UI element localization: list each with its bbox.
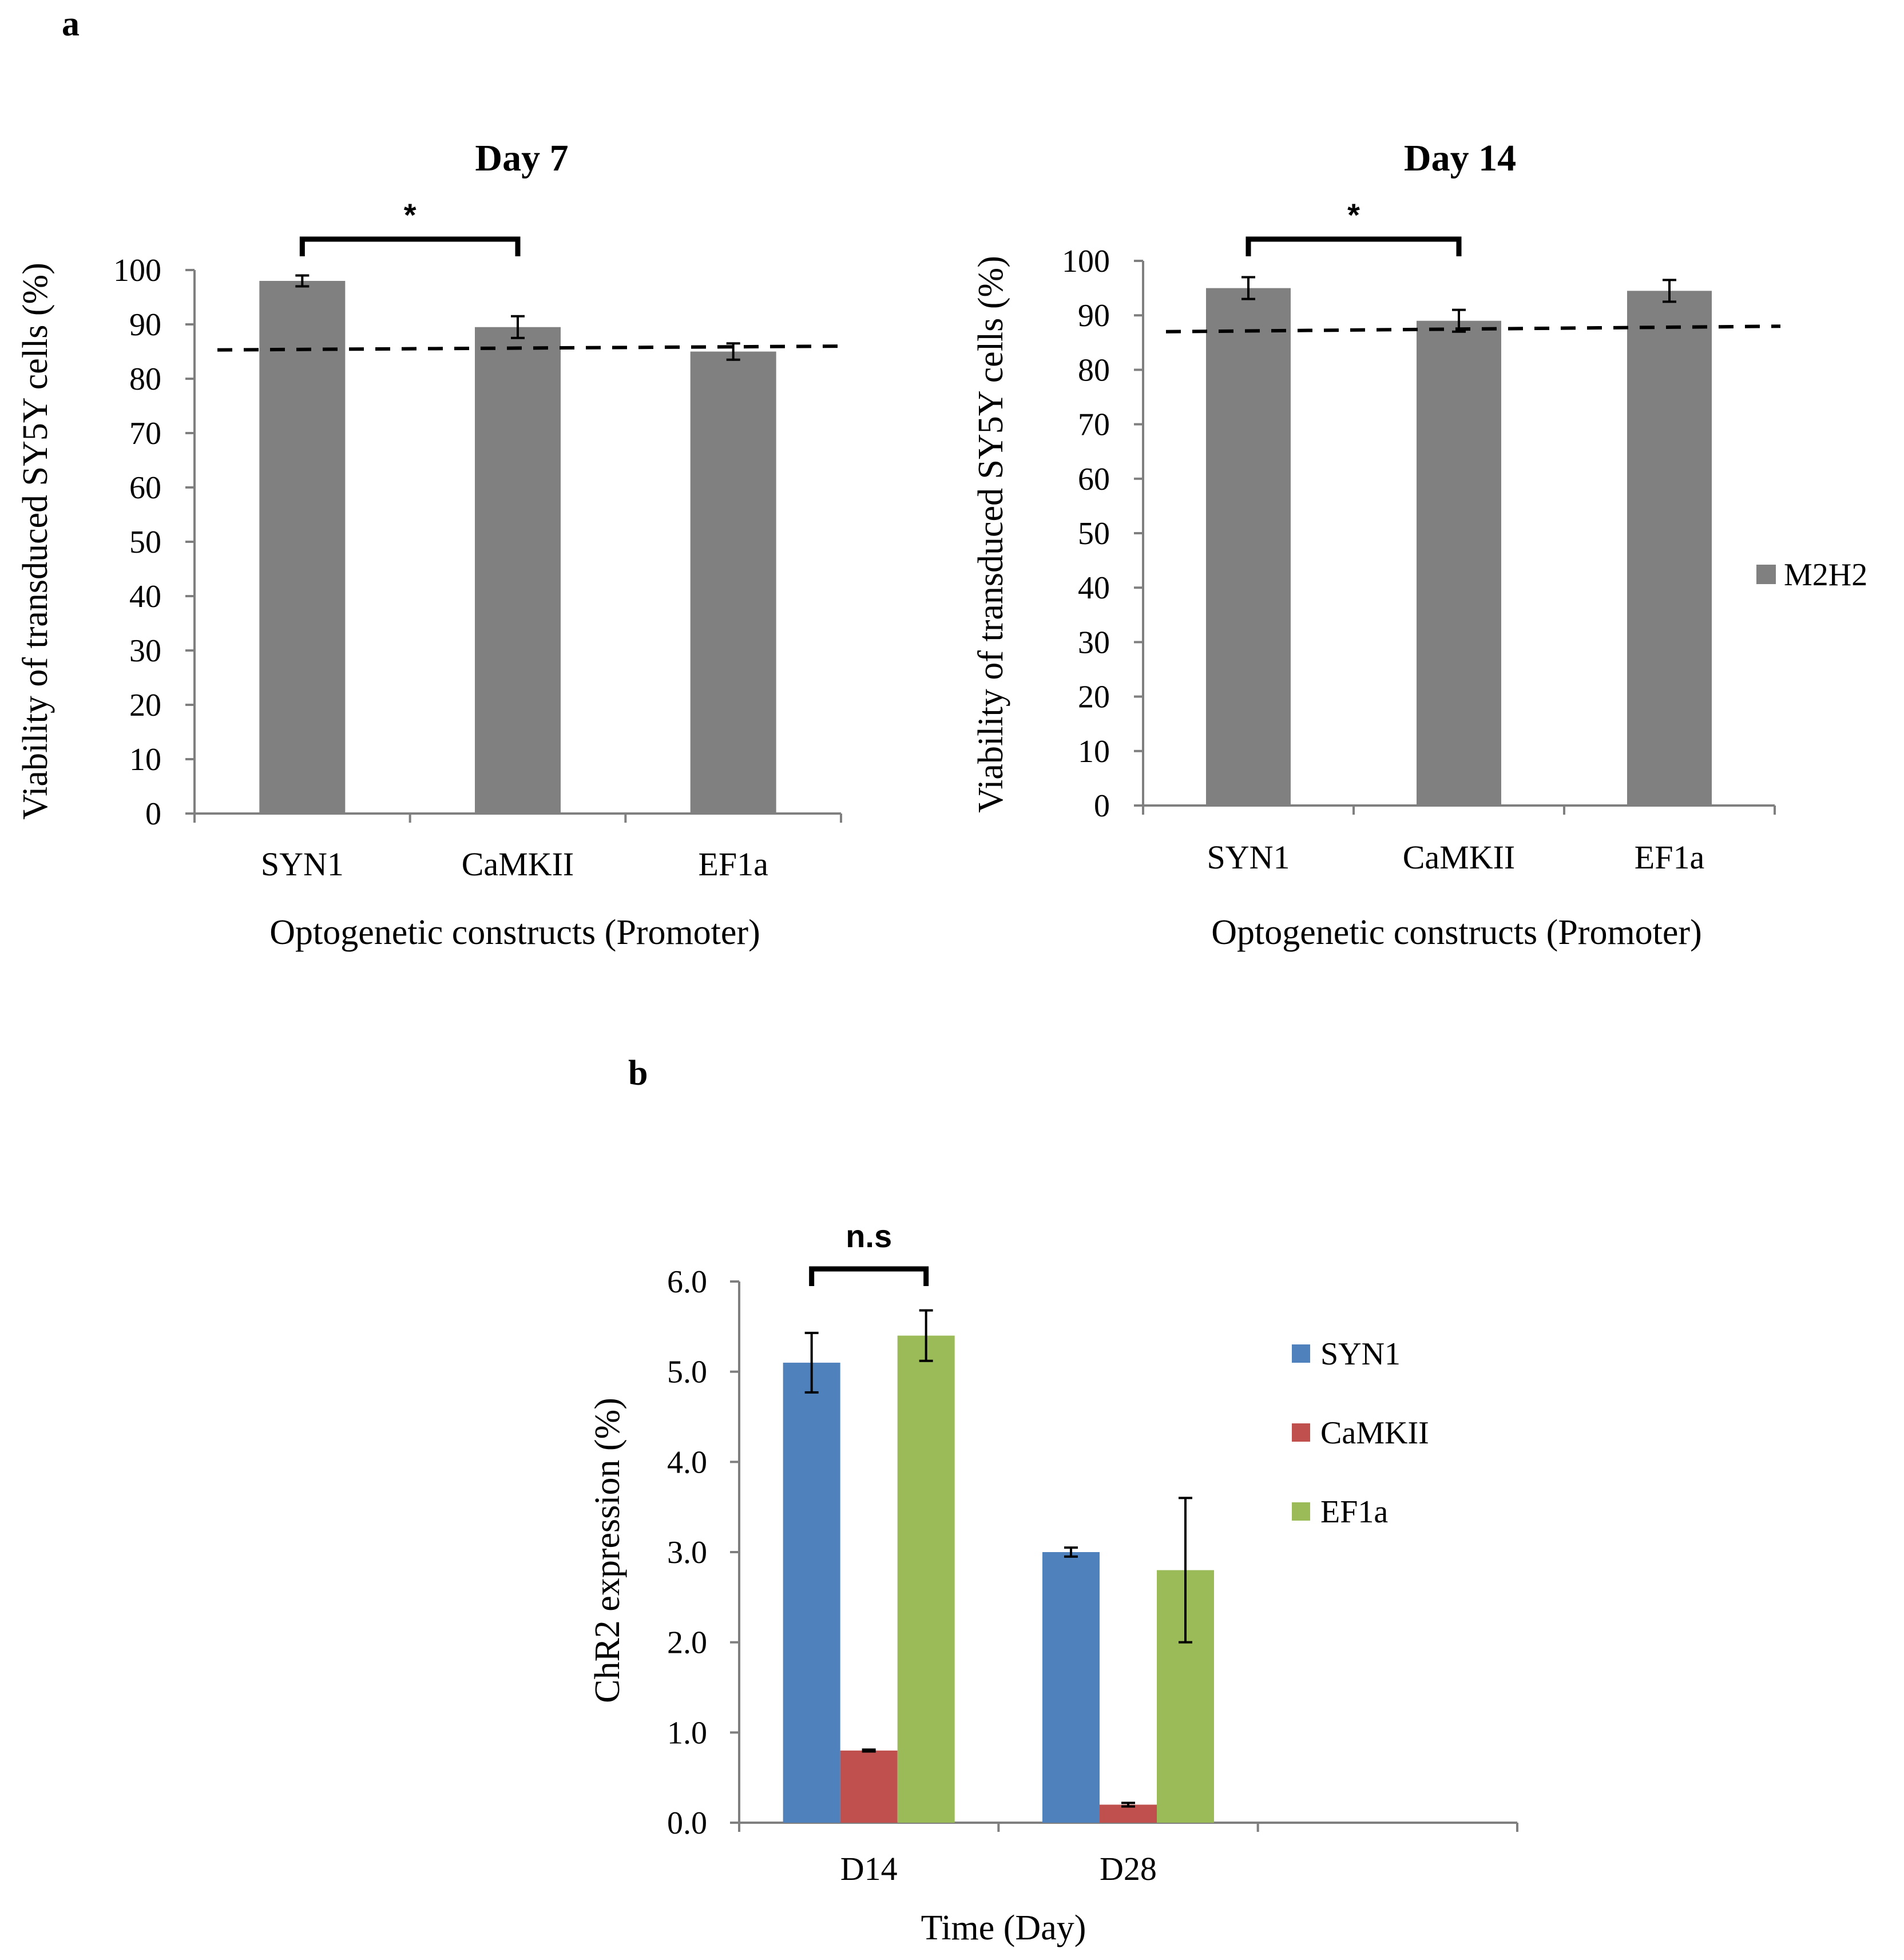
day14-x-axis-label: Optogenetic constructs (Promoter) [1211, 913, 1701, 952]
day7-ytick-label: 50 [129, 525, 161, 560]
chr2-legend-label: EF1a [1320, 1494, 1388, 1530]
chr2-category-label: D14 [840, 1850, 898, 1887]
day14-bar-m2h2-ef1a [1627, 291, 1712, 806]
day14-significance-bracket [1245, 236, 1462, 256]
day14-ytick-label: 10 [1078, 734, 1110, 769]
panel-label-b: b [628, 1054, 648, 1093]
day7-ytick-label: 100 [113, 253, 161, 288]
chr2-ytick-label: 4.0 [667, 1445, 707, 1480]
day14-ytick-label: 20 [1078, 680, 1110, 715]
day14-ytick-label: 30 [1078, 625, 1110, 660]
panel-label-a: a [62, 5, 80, 43]
day14-ytick-label: 40 [1078, 570, 1110, 606]
day7-significance-bracket [299, 236, 521, 256]
day14-reference-line [1165, 324, 1781, 334]
chr2-significance-label: n.s [846, 1218, 892, 1254]
day14-bar-m2h2-camkii [1417, 320, 1501, 806]
chr2-legend-label: CaMKII [1320, 1415, 1429, 1451]
chr2-bar-ef1a-d14 [897, 1335, 955, 1823]
day14-ytick-label: 60 [1078, 462, 1110, 497]
chr2-x-axis-label: Time (Day) [921, 1909, 1086, 1947]
day14-bar-m2h2-syn1 [1206, 288, 1291, 806]
day7-ytick-label: 10 [129, 742, 161, 777]
chr2-ytick-label: 2.0 [667, 1625, 707, 1661]
day14-title: Day 14 [1404, 137, 1516, 179]
day7-title: Day 7 [475, 137, 568, 179]
day14-ytick-label: 80 [1078, 352, 1110, 388]
chr2-expression-chart: 0.0 1.0 2.0 3.0 4.0 5.0 6.0 D14 D28 Time (Day) ChR… [588, 1218, 1518, 1947]
day14-ytick-label: 0 [1094, 788, 1110, 824]
chr2-bar-syn1-d14 [783, 1362, 840, 1823]
day14-legend-label: M2H2 [1784, 557, 1867, 593]
day7-ytick-label: 30 [129, 633, 161, 669]
chr2-legend-label: SYN1 [1320, 1336, 1401, 1372]
chr2-y-axis-label: ChR2 expression (%) [588, 1398, 627, 1703]
day14-viability-chart: Day 14 0 10 20 30 40 50 60 70 80 90 100 SYN1 CaMKII EF… [971, 137, 1867, 952]
day14-ytick-label: 90 [1078, 298, 1110, 334]
day7-bar-m2h2-syn1 [259, 281, 346, 814]
day7-category-label: SYN1 [261, 846, 344, 883]
day7-ytick-label: 70 [129, 416, 161, 451]
chr2-ytick-label: 3.0 [667, 1535, 707, 1570]
day7-ytick-label: 40 [129, 579, 161, 614]
chr2-legend-swatch-syn1 [1292, 1344, 1310, 1363]
day7-category-label: CaMKII [462, 846, 574, 883]
chr2-ytick-label: 5.0 [667, 1355, 707, 1390]
chr2-category-label: D28 [1100, 1850, 1157, 1887]
day7-ytick-label: 90 [129, 307, 161, 343]
chr2-legend-swatch-camkii [1292, 1423, 1310, 1442]
chr2-significance-bracket [809, 1266, 929, 1286]
day7-category-label: EF1a [698, 846, 768, 883]
day14-y-axis-label: Viability of transduced SY5Y cells (%) [971, 256, 1010, 813]
day14-ytick-label: 100 [1062, 244, 1110, 279]
day7-ytick-label: 20 [129, 688, 161, 723]
day7-y-axis-label: Viability of transduced SY5Y cells (%) [16, 263, 55, 820]
chr2-bar-camkii-d28 [1100, 1804, 1157, 1823]
day7-ytick-label: 80 [129, 362, 161, 397]
day7-significance-label: * [404, 197, 416, 233]
day14-significance-label: * [1347, 197, 1360, 233]
day14-legend-swatch-m2h2 [1756, 565, 1776, 584]
chr2-bar-camkii-d14 [840, 1750, 898, 1823]
day14-category-label: EF1a [1635, 839, 1704, 876]
day14-category-label: SYN1 [1207, 839, 1290, 876]
day7-bar-m2h2-camkii [475, 327, 561, 814]
day7-ytick-label: 0 [145, 796, 161, 832]
day14-ytick-label: 50 [1078, 516, 1110, 552]
chr2-ytick-label: 0.0 [667, 1806, 707, 1841]
chr2-bar-syn1-d28 [1042, 1552, 1100, 1823]
day7-ytick-label: 60 [129, 470, 161, 506]
day7-bar-m2h2-ef1a [690, 351, 776, 814]
day7-viability-chart: Day 7 0 10 20 30 40 50 60 70 80 90 100 SYN1 CaMKII EF1… [16, 137, 847, 952]
day14-ytick-label: 70 [1078, 407, 1110, 443]
chr2-legend-swatch-ef1a [1292, 1502, 1310, 1521]
chr2-ytick-label: 6.0 [667, 1264, 707, 1300]
day7-x-axis-label: Optogenetic constructs (Promoter) [269, 913, 760, 952]
chr2-ytick-label: 1.0 [667, 1715, 707, 1751]
day14-category-label: CaMKII [1403, 839, 1516, 876]
